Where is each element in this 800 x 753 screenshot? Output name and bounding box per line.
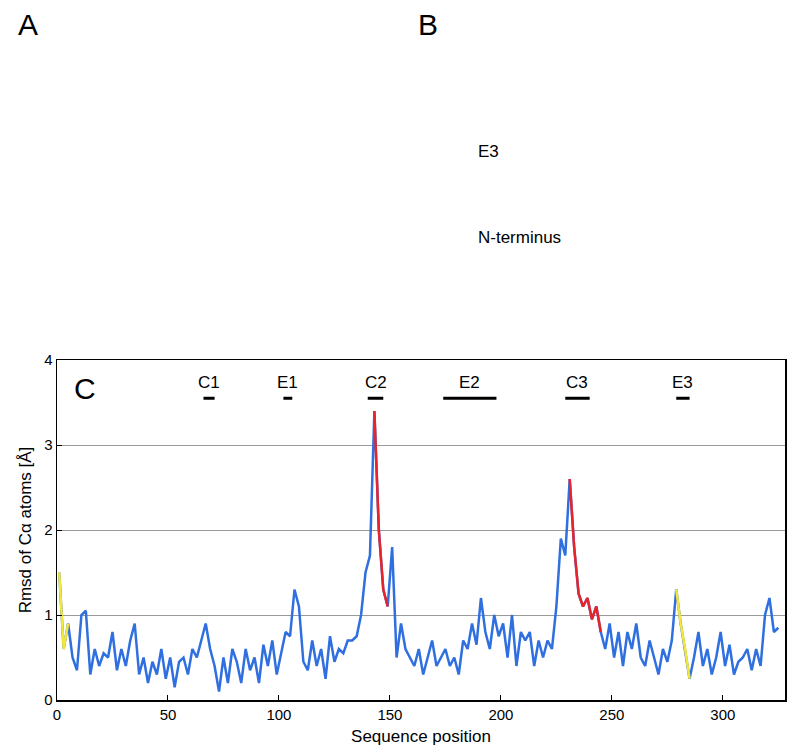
svg-text:E1: E1 xyxy=(277,373,298,392)
svg-text:Sequence position: Sequence position xyxy=(351,727,491,746)
svg-text:100: 100 xyxy=(266,706,291,723)
svg-text:200: 200 xyxy=(488,706,513,723)
html-text:E3: E3 xyxy=(478,142,499,161)
html-text:B: B xyxy=(418,8,438,41)
svg-text:0: 0 xyxy=(53,706,61,723)
svg-text:150: 150 xyxy=(377,706,402,723)
svg-text:0: 0 xyxy=(44,691,52,708)
svg-text:C2: C2 xyxy=(365,373,387,392)
svg-text:2: 2 xyxy=(44,521,52,538)
svg-text:3: 3 xyxy=(44,436,52,453)
html-text:N-terminus: N-terminus xyxy=(478,228,562,247)
svg-text:C1: C1 xyxy=(198,373,220,392)
svg-text:Rmsd of Cα atoms [Å]: Rmsd of Cα atoms [Å] xyxy=(16,447,35,614)
svg-text:300: 300 xyxy=(710,706,735,723)
svg-text:E3: E3 xyxy=(672,373,693,392)
svg-text:1: 1 xyxy=(44,606,52,623)
svg-text:E2: E2 xyxy=(459,373,480,392)
svg-text:4: 4 xyxy=(44,351,52,368)
svg-text:C3: C3 xyxy=(566,373,588,392)
html-text:A: A xyxy=(18,8,38,41)
svg-text:50: 50 xyxy=(160,706,177,723)
svg-text:250: 250 xyxy=(599,706,624,723)
svg-text:C: C xyxy=(74,372,96,405)
